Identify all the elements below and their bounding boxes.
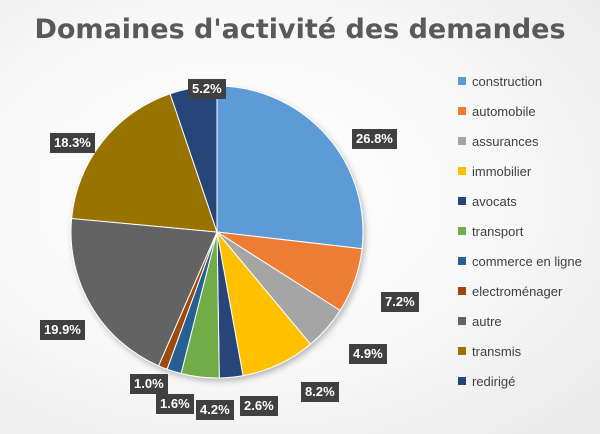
pie-slice-autre xyxy=(70,217,218,367)
legend-swatch xyxy=(458,167,466,175)
pie-slice-transmis xyxy=(71,93,218,233)
legend: construction automobile assurances immobili… xyxy=(458,66,598,396)
legend-item: electroménager xyxy=(458,276,598,306)
legend-swatch xyxy=(458,317,466,325)
data-label: 8.2% xyxy=(301,382,339,402)
legend-label: assurances xyxy=(472,133,539,149)
legend-swatch xyxy=(458,287,466,295)
legend-label: transmis xyxy=(472,343,522,359)
data-label: 4.2% xyxy=(196,400,234,420)
legend-label: redirigé xyxy=(472,373,516,389)
data-label: 1.0% xyxy=(130,374,168,394)
legend-label: avocats xyxy=(472,193,517,209)
legend-swatch xyxy=(458,107,466,115)
legend-swatch xyxy=(458,227,466,235)
data-label: 7.2% xyxy=(381,292,419,312)
legend-label: autre xyxy=(472,313,502,329)
legend-label: immobilier xyxy=(472,163,532,179)
legend-item: transport xyxy=(458,216,598,246)
legend-item: construction xyxy=(458,66,598,96)
legend-swatch xyxy=(458,257,466,265)
data-label: 19.9% xyxy=(40,320,85,340)
data-label: 2.6% xyxy=(240,396,278,416)
chart-title: Domaines d'activité des demandes xyxy=(34,14,566,45)
legend-item: assurances xyxy=(458,126,598,156)
legend-label: construction xyxy=(472,73,543,89)
legend-item: commerce en ligne xyxy=(458,246,598,276)
legend-label: automobile xyxy=(472,103,536,119)
pie-slice-construction xyxy=(216,85,364,250)
legend-item: avocats xyxy=(458,186,598,216)
data-label: 26.8% xyxy=(352,129,397,149)
legend-label: transport xyxy=(472,223,524,239)
legend-item: automobile xyxy=(458,96,598,126)
legend-label: electroménager xyxy=(472,283,563,299)
data-label: 18.3% xyxy=(50,133,95,153)
legend-item: immobilier xyxy=(458,156,598,186)
data-label: 5.2% xyxy=(188,79,226,99)
legend-swatch xyxy=(458,77,466,85)
legend-swatch xyxy=(458,347,466,355)
pie-slices xyxy=(70,85,364,379)
legend-item: transmis xyxy=(458,336,598,366)
legend-item: autre xyxy=(458,306,598,336)
data-label: 1.6% xyxy=(156,394,194,414)
legend-label: commerce en ligne xyxy=(472,253,582,269)
legend-swatch xyxy=(458,197,466,205)
data-label: 4.9% xyxy=(349,344,387,364)
legend-swatch xyxy=(458,377,466,385)
legend-item: redirigé xyxy=(458,366,598,396)
legend-swatch xyxy=(458,137,466,145)
